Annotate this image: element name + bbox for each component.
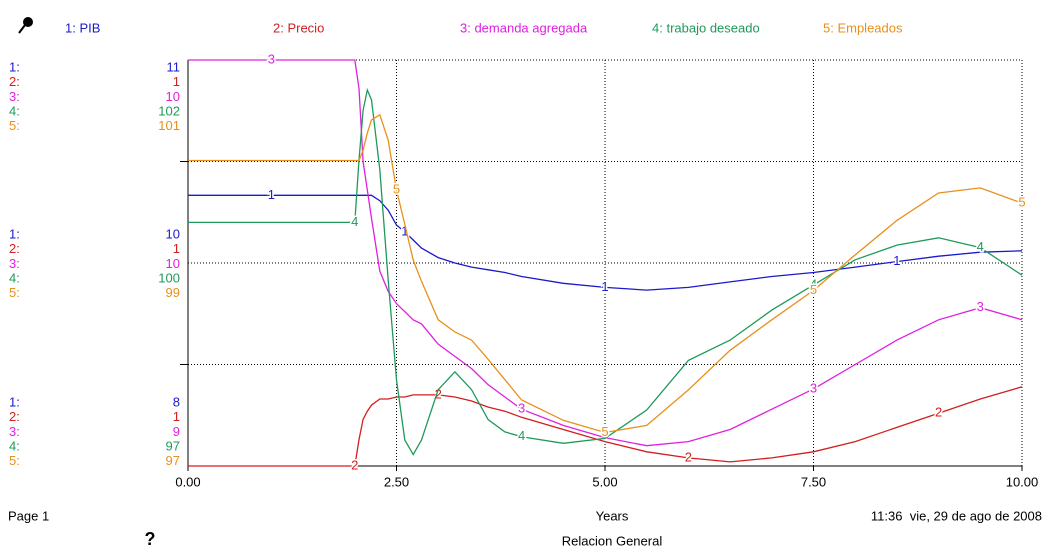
series-marker: 2 <box>935 405 942 420</box>
series-marker: 4 <box>518 428 525 443</box>
y-tick-label: 101 <box>158 118 180 133</box>
x-tick-label: 2.50 <box>384 474 409 489</box>
axis-key: 1: <box>9 394 20 409</box>
series-marker: 5 <box>1018 195 1025 210</box>
series-marker: 1 <box>268 187 275 202</box>
x-tick-label: 5.00 <box>592 474 617 489</box>
series-marker: 3 <box>518 401 525 416</box>
series-marker: 1 <box>893 253 900 268</box>
axis-key: 1: <box>9 59 20 74</box>
axis-key: 5: <box>9 453 20 468</box>
y-tick-label: 100 <box>158 271 180 286</box>
axis-key: 3: <box>9 424 20 439</box>
series-marker: 3 <box>977 299 984 314</box>
y-tick-label: 8 <box>173 394 180 409</box>
series-marker: 2 <box>685 449 692 464</box>
axis-key: 5: <box>9 118 20 133</box>
axis-key: 2: <box>9 241 20 256</box>
axis-key: 5: <box>9 285 20 300</box>
y-tick-label: 1 <box>173 409 180 424</box>
pin-icon <box>18 17 33 34</box>
y-tick-label: 102 <box>158 104 180 119</box>
legend-entry: 1: PIB <box>65 20 100 35</box>
chart-title: Relacion General <box>562 533 663 548</box>
series-line <box>188 113 1023 434</box>
y-tick-label: 11 <box>167 59 181 74</box>
series-marker: 5 <box>601 424 608 439</box>
series-marker: 3 <box>268 51 275 66</box>
x-tick-label: 10.00 <box>1006 474 1039 489</box>
y-tick-label: 10 <box>166 226 180 241</box>
axis-key: 4: <box>9 104 20 119</box>
page-label: Page 1 <box>8 508 49 523</box>
y-tick-label: 99 <box>166 285 180 300</box>
help-mark: ? <box>145 529 156 549</box>
series-marker: 2 <box>435 386 442 401</box>
axis-key: 3: <box>9 89 20 104</box>
y-tick-label: 9 <box>173 424 180 439</box>
y-tick-label: 1 <box>173 241 180 256</box>
y-tick-label: 1 <box>173 74 180 89</box>
axis-key: 2: <box>9 74 20 89</box>
y-tick-label: 97 <box>166 453 180 468</box>
series-line <box>188 386 1023 467</box>
series-marker: 5 <box>810 282 817 297</box>
legend-entry: 3: demanda agregada <box>460 20 588 35</box>
series-line <box>188 194 1023 291</box>
series-marker: 4 <box>977 239 984 254</box>
timestamp: 11:36 vie, 29 de ago de 2008 <box>871 508 1042 523</box>
series-line <box>188 59 1023 447</box>
series-marker: 5 <box>393 181 400 196</box>
series-marker: 3 <box>810 380 817 395</box>
axis-key: 4: <box>9 439 20 454</box>
y-tick-label: 10 <box>166 256 180 271</box>
series-marker: 1 <box>401 223 408 238</box>
axis-key: 3: <box>9 256 20 271</box>
x-tick-label: 7.50 <box>801 474 826 489</box>
series-marker: 4 <box>351 214 358 229</box>
series-marker: 2 <box>351 457 358 472</box>
series-marker: 1 <box>601 279 608 294</box>
x-axis-label: Years <box>596 508 629 523</box>
axis-key: 2: <box>9 409 20 424</box>
y-tick-label: 10 <box>166 89 180 104</box>
legend-entry: 2: Precio <box>273 20 324 35</box>
x-tick-label: 0.00 <box>175 474 200 489</box>
axis-key: 4: <box>9 271 20 286</box>
axis-key: 1: <box>9 226 20 241</box>
legend-entry: 4: trabajo deseado <box>652 20 760 35</box>
y-tick-label: 97 <box>166 439 180 454</box>
legend-entry: 5: Empleados <box>823 20 903 35</box>
series-marker: 4 <box>810 276 817 291</box>
series-line <box>188 87 1023 456</box>
